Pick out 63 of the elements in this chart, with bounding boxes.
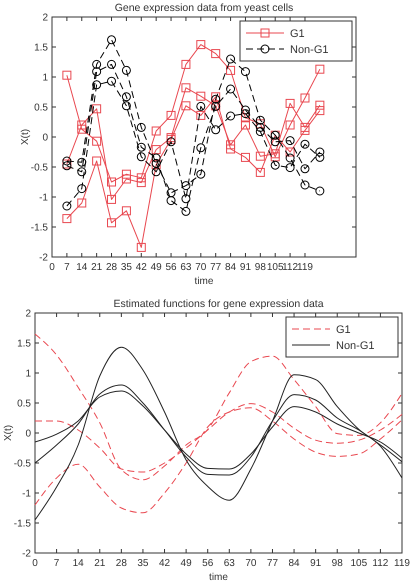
x-tick-label: 84 xyxy=(288,558,300,569)
x-tick-label: 49 xyxy=(150,262,162,273)
x-tick-label: 28 xyxy=(106,262,118,273)
y-axis-title: X(t) xyxy=(3,424,14,442)
y-tick-label: -1 xyxy=(39,192,48,204)
y-tick-label: 0.5 xyxy=(17,398,32,410)
x-tick-label: 70 xyxy=(195,262,207,273)
y-tick-label: 2 xyxy=(42,12,48,24)
x-tick-label: 49 xyxy=(180,558,192,569)
x-tick-label: 14 xyxy=(76,262,88,273)
x-tick-label: 56 xyxy=(202,558,214,569)
x-tick-label: 119 xyxy=(297,262,314,273)
x-axis-title: time xyxy=(194,276,214,287)
y-axis-title: X(t) xyxy=(20,128,31,146)
x-tick-label: 77 xyxy=(210,262,222,273)
x-tick-label: 119 xyxy=(394,558,410,569)
legend-label: Non-G1 xyxy=(290,44,329,56)
x-tick-label: 84 xyxy=(225,262,237,273)
x-tick-label: 35 xyxy=(120,262,132,273)
x-tick-label: 91 xyxy=(310,558,322,569)
x-tick-label: 21 xyxy=(94,558,106,569)
x-tick-label: 28 xyxy=(116,558,128,569)
x-tick-label: 112 xyxy=(372,558,389,569)
x-tick-label: 105 xyxy=(350,558,368,569)
x-tick-label: 98 xyxy=(254,262,266,273)
y-tick-label: -2 xyxy=(39,252,48,264)
x-tick-label: 56 xyxy=(165,262,178,273)
y-tick-label: -1.5 xyxy=(14,518,32,530)
legend-label: G1 xyxy=(290,28,305,40)
chart-title: Gene expression data from yeast cells xyxy=(114,2,294,14)
legend-label: G1 xyxy=(336,324,351,336)
x-tick-label: 42 xyxy=(136,262,148,273)
y-tick-label: 0 xyxy=(42,132,48,144)
y-tick-label: 1 xyxy=(42,72,48,84)
legend-label: Non-G1 xyxy=(336,340,375,352)
x-tick-label: 112 xyxy=(282,262,298,273)
y-tick-label: 1.5 xyxy=(17,338,32,350)
x-tick-label: 63 xyxy=(224,558,236,569)
y-tick-label: -2 xyxy=(22,548,32,560)
y-tick-label: -1 xyxy=(22,488,32,500)
x-tick-label: 0 xyxy=(49,262,56,273)
y-tick-label: 0.5 xyxy=(34,102,48,114)
y-tick-label: 0 xyxy=(25,428,32,440)
x-tick-label: 7 xyxy=(54,558,60,569)
chart-title: Estimated functions for gene expression data xyxy=(113,298,324,310)
y-tick-label: 1 xyxy=(25,368,32,380)
x-tick-label: 63 xyxy=(180,262,192,273)
x-tick-label: 77 xyxy=(266,558,278,569)
x-tick-label: 70 xyxy=(245,558,257,569)
x-tick-label: 105 xyxy=(266,262,284,273)
y-tick-label: -1.5 xyxy=(30,222,48,234)
x-tick-label: 42 xyxy=(158,558,171,569)
x-tick-label: 35 xyxy=(137,558,149,569)
x-tick-label: 91 xyxy=(240,262,252,273)
y-tick-label: -0.5 xyxy=(14,458,32,470)
y-tick-label: -0.5 xyxy=(30,162,48,174)
x-tick-label: 14 xyxy=(72,558,84,569)
x-tick-label: 7 xyxy=(64,262,70,273)
x-tick-label: 21 xyxy=(91,262,103,273)
x-axis-title: time xyxy=(209,572,228,583)
y-tick-label: 2 xyxy=(25,308,32,320)
x-tick-label: 98 xyxy=(332,558,344,569)
y-tick-label: 1.5 xyxy=(34,42,48,54)
